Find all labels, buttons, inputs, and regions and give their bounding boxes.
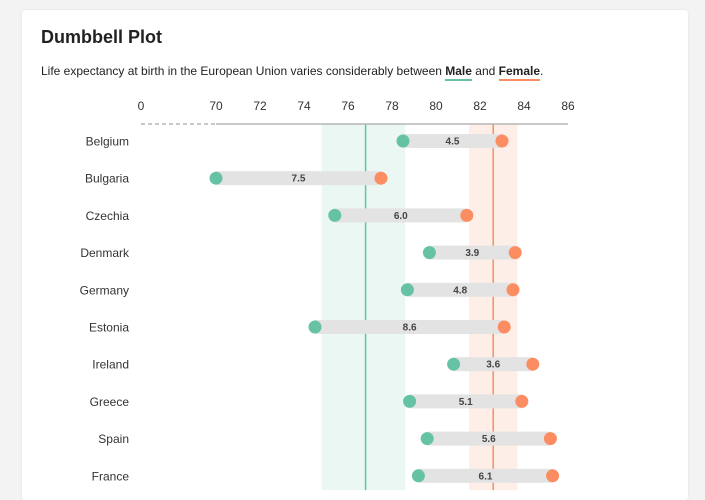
- x-tick-label: 80: [429, 99, 443, 113]
- male-dot: [411, 469, 425, 483]
- female-dot: [515, 394, 529, 408]
- male-dot: [403, 394, 417, 408]
- x-tick-label: 74: [297, 99, 311, 113]
- difference-label: 3.9: [465, 248, 479, 259]
- male-dot: [209, 171, 223, 185]
- dumbbell-bar: [429, 245, 516, 260]
- dumbbell-bar: [403, 134, 502, 148]
- x-tick-label: 70: [209, 99, 223, 113]
- category-label: Spain: [98, 432, 129, 446]
- category-label: Belgium: [86, 135, 129, 149]
- x-tick-label: 76: [341, 99, 355, 113]
- category-label: France: [92, 469, 130, 483]
- category-label: Greece: [90, 395, 130, 409]
- dumbbell-bar: [409, 394, 522, 409]
- male-dot: [447, 357, 461, 371]
- female-dot: [543, 432, 557, 446]
- dumbbell-bar: [427, 431, 551, 446]
- difference-label: 3.6: [486, 360, 500, 371]
- x-tick-label: 72: [253, 99, 267, 113]
- male-dot: [420, 432, 434, 446]
- category-label: Estonia: [89, 321, 129, 335]
- female-dot: [460, 208, 474, 222]
- male-dot: [396, 134, 410, 148]
- subtitle-connector: and: [471, 64, 499, 78]
- subtitle-period: .: [540, 64, 544, 78]
- dumbbell-bar: [418, 468, 553, 483]
- category-label: Germany: [80, 283, 129, 297]
- difference-label: 6.0: [394, 211, 408, 222]
- chart-title: Dumbbell Plot: [41, 27, 162, 47]
- difference-label: 7.5: [292, 174, 306, 185]
- female-dot: [495, 134, 509, 148]
- chart-card: Dumbbell Plot Life expectancy at birth i…: [22, 10, 688, 500]
- male-dot: [400, 283, 414, 297]
- female-legend-key: Female: [498, 64, 540, 81]
- difference-label: 8.6: [403, 323, 417, 334]
- female-dot: [374, 171, 388, 185]
- difference-label: 4.8: [453, 285, 467, 296]
- category-label: Bulgaria: [85, 172, 129, 186]
- difference-label: 5.6: [482, 434, 496, 445]
- x-tick-label: 84: [517, 99, 531, 113]
- x-tick-label: 0: [138, 99, 145, 113]
- chart-subtitle: Life expectancy at birth in the European…: [41, 64, 544, 81]
- difference-label: 5.1: [459, 397, 473, 408]
- dumbbell-chart: 0 70 72 74 76 78 80 82 84 86 Belgium 4.5 Bulgaria 7.5…: [80, 99, 575, 490]
- female-dot: [508, 246, 522, 260]
- difference-label: 6.1: [479, 471, 493, 482]
- subtitle-text: Life expectancy at birth in the European…: [41, 64, 446, 78]
- female-dot: [506, 283, 520, 297]
- difference-label: 4.5: [446, 137, 460, 148]
- dumbbell-bar: [334, 208, 467, 223]
- dumbbell-bar: [216, 171, 381, 186]
- dumbbell-bar: [315, 320, 505, 334]
- x-tick-label: 82: [473, 99, 487, 113]
- female-dot: [497, 320, 511, 334]
- female-dot: [546, 469, 560, 483]
- x-tick-label: 86: [561, 99, 575, 113]
- category-label: Denmark: [80, 246, 130, 260]
- female-dot: [526, 357, 540, 371]
- x-tick-label: 78: [385, 99, 399, 113]
- category-label: Ireland: [92, 358, 129, 372]
- male-dot: [422, 246, 436, 260]
- male-dot: [328, 208, 342, 222]
- category-label: Czechia: [86, 209, 130, 223]
- dumbbell-bar: [407, 282, 513, 297]
- dumbbell-bar: [453, 357, 533, 372]
- male-dot: [308, 320, 322, 334]
- male-legend-key: Male: [445, 64, 472, 81]
